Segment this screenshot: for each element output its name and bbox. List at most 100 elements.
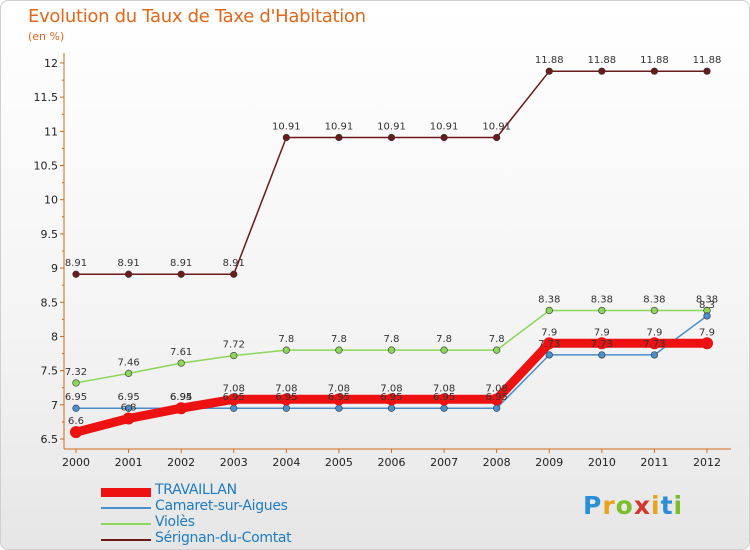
data-label: 7.9 (541, 327, 557, 338)
data-point (230, 351, 238, 360)
data-point (227, 393, 240, 406)
data-label: 6.6 (68, 416, 84, 427)
data-point (545, 306, 553, 315)
y-tick-label: 8.5 (41, 296, 59, 309)
data-label: 7.8 (384, 334, 400, 345)
y-tick-label: 11.5 (34, 91, 59, 104)
logo-letter: P (583, 491, 603, 520)
logo-letter: r (602, 491, 616, 520)
data-point (440, 346, 448, 354)
legend-label: Camaret-sur-Aigues (155, 498, 288, 514)
data-label: 8.38 (696, 294, 718, 305)
data-point (701, 337, 713, 350)
data-point (124, 270, 133, 278)
data-point (335, 404, 343, 412)
data-label: 8.91 (170, 258, 192, 269)
y-tick-label: 10 (44, 194, 58, 207)
data-label: 7.8 (278, 334, 294, 345)
data-point (72, 270, 80, 278)
data-point (124, 369, 133, 377)
data-label: 7.73 (538, 339, 560, 350)
y-tick-label: 10.5 (34, 160, 59, 173)
logo-letter: x (633, 491, 651, 520)
data-point (438, 393, 451, 406)
data-label: 7.9 (699, 327, 715, 338)
y-tick-label: 7 (51, 399, 58, 412)
x-tick-label: 2010 (588, 456, 616, 469)
data-label: 8.91 (223, 258, 245, 269)
y-tick-label: 11 (44, 125, 58, 138)
data-point (282, 404, 290, 412)
data-point (440, 404, 448, 412)
data-point (598, 67, 606, 75)
y-tick-label: 12 (44, 57, 58, 70)
data-label: 7.46 (117, 357, 139, 368)
x-tick-label: 2003 (220, 456, 248, 469)
data-label: 7.72 (223, 340, 245, 351)
data-point (332, 393, 345, 406)
data-point (282, 133, 290, 142)
data-point (595, 337, 608, 350)
data-point (72, 404, 80, 412)
data-label: 8.3 (699, 300, 715, 311)
data-point (385, 393, 398, 406)
data-point (703, 312, 711, 320)
data-point (490, 393, 503, 406)
data-label: 8.38 (591, 294, 613, 305)
legend-label: Sérignan-du-Comtat (155, 530, 292, 546)
data-label: 7.08 (223, 383, 245, 394)
data-point (493, 346, 501, 354)
x-tick-label: 2000 (62, 456, 90, 469)
data-point (177, 270, 185, 278)
data-point (440, 133, 448, 142)
data-point (335, 133, 343, 142)
data-label: 7.08 (433, 383, 455, 394)
data-point (648, 337, 661, 350)
data-label: 6.95 (65, 392, 87, 403)
data-point (230, 270, 238, 278)
logo-letter: o (615, 491, 634, 520)
y-tick-label: 9 (51, 262, 58, 275)
logo-letter: t (660, 491, 674, 520)
data-point (598, 306, 606, 315)
data-label: 11.88 (535, 55, 564, 66)
data-label: 6.94 (170, 392, 192, 403)
data-label: 8.38 (538, 294, 560, 305)
data-point (230, 404, 238, 412)
data-label: 6.95 (328, 392, 350, 403)
x-tick-label: 2006 (378, 456, 406, 469)
legend-swatch (101, 487, 151, 497)
data-label: 10.91 (482, 122, 511, 133)
series-line (76, 70, 707, 275)
data-point (177, 359, 185, 367)
data-label: 6.95 (486, 392, 508, 403)
data-label: 7.8 (489, 334, 505, 345)
data-label: 7.73 (643, 339, 665, 350)
data-point (282, 346, 290, 354)
y-tick-label: 6.5 (41, 433, 59, 446)
chart-title: Evolution du Taux de Taxe d'Habitation (28, 6, 366, 27)
x-tick-label: 2008 (483, 456, 511, 469)
data-label: 7.8 (436, 334, 452, 345)
x-tick-label: 2007 (430, 456, 458, 469)
data-label: 7.08 (380, 383, 402, 394)
data-point (703, 67, 711, 75)
data-label: 8.38 (643, 294, 665, 305)
data-label: 6.8 (121, 402, 137, 413)
y-tick-label: 9.5 (41, 228, 59, 241)
data-point (280, 393, 293, 406)
data-label: 7.08 (275, 383, 297, 394)
data-label: 6.95 (433, 392, 455, 403)
data-label: 6.95 (170, 392, 192, 403)
data-point (387, 346, 396, 354)
data-point (543, 337, 556, 350)
data-label: 7.8 (331, 334, 347, 345)
data-label: 10.91 (430, 122, 459, 133)
data-label: 10.91 (272, 122, 301, 133)
data-point (545, 67, 553, 75)
x-tick-label: 2012 (693, 456, 721, 469)
data-label: 7.61 (170, 347, 192, 358)
data-label: 7.08 (328, 383, 350, 394)
chart-unit: (en %) (28, 30, 65, 43)
